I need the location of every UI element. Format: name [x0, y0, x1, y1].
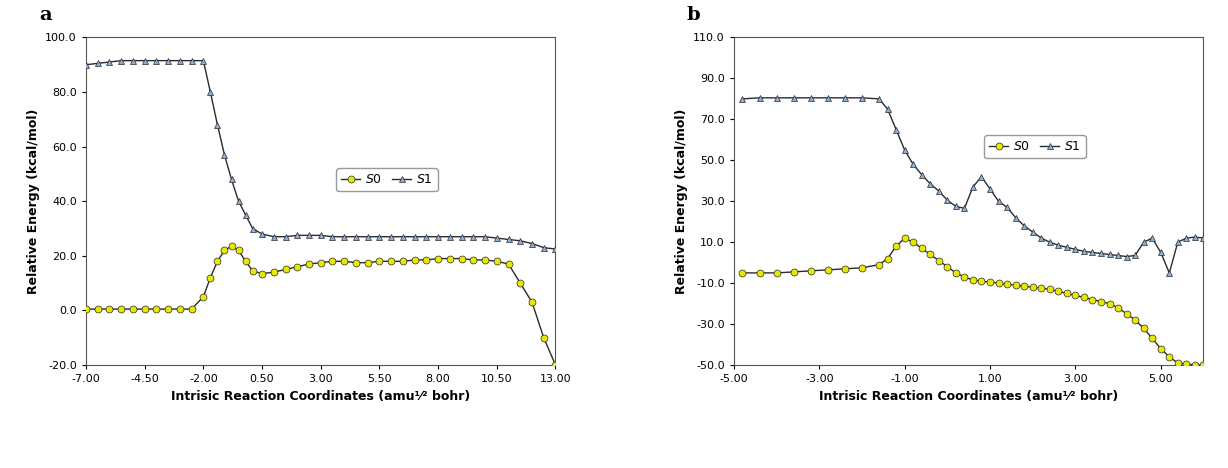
X-axis label: Intrisic Reaction Coordinates (amu¹⁄² bohr): Intrisic Reaction Coordinates (amu¹⁄² bo…: [819, 390, 1119, 402]
Text: b: b: [686, 7, 701, 24]
Text: a: a: [39, 7, 52, 24]
Legend: $S0$, $S1$: $S0$, $S1$: [336, 168, 437, 191]
Legend: $S0$, $S1$: $S0$, $S1$: [985, 135, 1086, 158]
Y-axis label: Relative Energy (kcal/mol): Relative Energy (kcal/mol): [674, 109, 688, 294]
X-axis label: Intrisic Reaction Coordinates (amu¹⁄² bohr): Intrisic Reaction Coordinates (amu¹⁄² bo…: [171, 390, 470, 402]
Y-axis label: Relative Energy (kcal/mol): Relative Energy (kcal/mol): [27, 109, 39, 294]
